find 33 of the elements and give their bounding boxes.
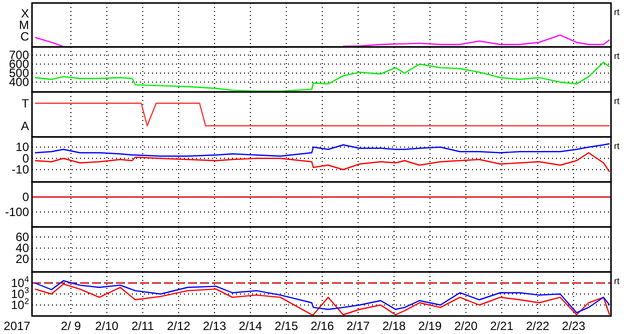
text: rt bbox=[614, 7, 620, 17]
text: X bbox=[20, 6, 29, 21]
text: rt bbox=[614, 276, 620, 286]
text: rt bbox=[614, 96, 620, 106]
x-tick-label: 2/15 bbox=[274, 319, 298, 333]
line-series bbox=[34, 152, 610, 172]
text: rt bbox=[614, 51, 620, 61]
y-tick-label: 0 bbox=[22, 190, 30, 204]
x-tick-label: 2/14 bbox=[238, 319, 262, 333]
y-tick-label: 60 bbox=[16, 230, 30, 244]
x-tick-label: 2/11 bbox=[131, 319, 154, 333]
text: C bbox=[20, 29, 30, 44]
x-tick-label: 2/21 bbox=[490, 319, 514, 333]
text: T bbox=[22, 96, 30, 110]
x-tick-label: 2/19 bbox=[418, 319, 442, 333]
x-tick-label: 2/16 bbox=[310, 319, 334, 333]
text: A bbox=[20, 118, 29, 133]
x-tick-label: 2/13 bbox=[202, 319, 227, 333]
x-tick-label: 2/18 bbox=[382, 319, 406, 333]
line-series bbox=[34, 62, 610, 92]
x-tick-label: 2/20 bbox=[454, 319, 478, 333]
x-tick-label: 2/10 bbox=[95, 319, 119, 333]
text: rt bbox=[614, 141, 620, 151]
x-tick-label: 2/12 bbox=[166, 319, 191, 333]
line-series bbox=[34, 143, 610, 157]
x-tick-label: 2/ 9 bbox=[60, 319, 82, 333]
y-tick-label: -100 bbox=[4, 205, 30, 219]
text: M bbox=[19, 18, 29, 32]
y-tick-label: -10 bbox=[12, 162, 30, 177]
x-tick-label: 2/17 bbox=[346, 319, 370, 333]
x-tick-label: 2/23 bbox=[562, 319, 586, 333]
x-tick-label: 2/22 bbox=[526, 319, 550, 333]
x-axis-title: 2017 bbox=[4, 319, 31, 333]
